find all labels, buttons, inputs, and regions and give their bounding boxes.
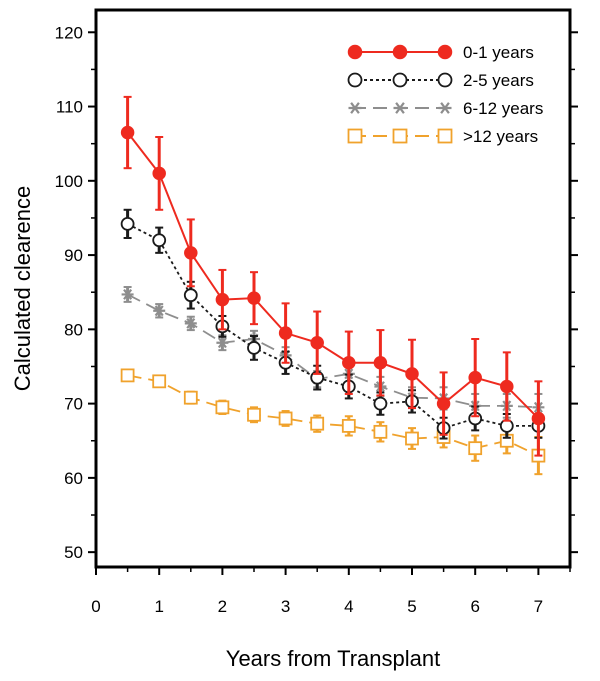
- data-point: [216, 337, 229, 349]
- legend-entry: 0-1 years: [347, 43, 534, 62]
- data-point: [341, 418, 356, 433]
- x-tick-label: 6: [470, 597, 479, 616]
- data-point: [436, 396, 451, 411]
- plot-frame: [94, 8, 572, 569]
- legend-label: 0-1 years: [463, 43, 534, 62]
- y-tick-label: 120: [55, 23, 83, 42]
- y-tick-label: 60: [64, 469, 83, 488]
- series-line: [127, 293, 539, 409]
- x-tick-label: 0: [91, 597, 100, 616]
- y-tick-label: 100: [55, 172, 83, 191]
- series-4: [120, 368, 546, 476]
- data-point: [347, 72, 363, 88]
- data-point: [184, 246, 198, 260]
- data-point: [438, 102, 452, 114]
- data-point: [392, 44, 408, 60]
- data-point: [152, 374, 167, 389]
- data-point: [373, 356, 388, 370]
- data-point: [152, 166, 166, 181]
- x-tick-label: 3: [281, 597, 290, 616]
- data-point: [437, 128, 453, 144]
- data-point: [347, 128, 363, 144]
- data-point: [392, 72, 408, 88]
- data-point: [247, 341, 261, 355]
- data-point: [348, 102, 362, 114]
- data-point: [405, 431, 419, 446]
- x-tick-label: 1: [154, 597, 163, 616]
- x-axis-label: Years from Transplant: [226, 646, 440, 671]
- data-point: [437, 72, 453, 88]
- y-tick-label: 70: [64, 395, 83, 414]
- legend-entry: >12 years: [347, 127, 538, 146]
- data-point: [120, 125, 135, 140]
- data-point: [121, 288, 134, 300]
- data-point: [120, 368, 135, 383]
- data-point: [342, 356, 356, 370]
- y-tick-label: 80: [64, 320, 83, 339]
- legend-entry: 6-12 years: [348, 99, 543, 118]
- data-point: [278, 326, 293, 340]
- data-point: [247, 291, 261, 305]
- legend-label: 2-5 years: [463, 71, 534, 90]
- data-point: [500, 379, 514, 394]
- data-point: [183, 390, 198, 405]
- y-tick-label: 90: [64, 246, 83, 265]
- data-point: [153, 305, 166, 317]
- data-point: [531, 411, 546, 426]
- x-tick-label: 4: [344, 597, 353, 616]
- y-tick-label: 50: [64, 543, 83, 562]
- data-point: [120, 216, 135, 231]
- data-point: [373, 424, 388, 439]
- data-point: [215, 292, 230, 307]
- legend-entry: 2-5 years: [347, 71, 534, 90]
- legend-label: 6-12 years: [463, 99, 543, 118]
- data-point: [247, 407, 261, 422]
- y-tick-label: 110: [56, 98, 83, 117]
- data-point: [152, 233, 167, 248]
- legend-label: >12 years: [463, 127, 538, 146]
- data-point: [405, 367, 419, 381]
- series-line: [126, 131, 540, 420]
- x-tick-label: 5: [407, 597, 416, 616]
- data-point: [183, 288, 198, 303]
- data-point: [393, 102, 407, 114]
- data-point: [310, 416, 325, 431]
- data-point: [437, 44, 453, 60]
- data-point: [468, 441, 483, 456]
- data-point: [392, 128, 408, 144]
- data-point: [215, 400, 230, 415]
- y-axis-label: Calculated clearence: [10, 186, 35, 391]
- data-point: [310, 335, 324, 350]
- legend: 0-1 years 2-5 years 6-12 years >12 years: [347, 43, 543, 146]
- series-1: [120, 95, 546, 457]
- data-point: [184, 317, 197, 329]
- data-point: [373, 396, 388, 411]
- data-point: [468, 370, 482, 385]
- x-tick-label: 7: [534, 597, 543, 616]
- x-tick-label: 2: [218, 597, 227, 616]
- data-point: [278, 411, 293, 426]
- data-point: [347, 44, 363, 60]
